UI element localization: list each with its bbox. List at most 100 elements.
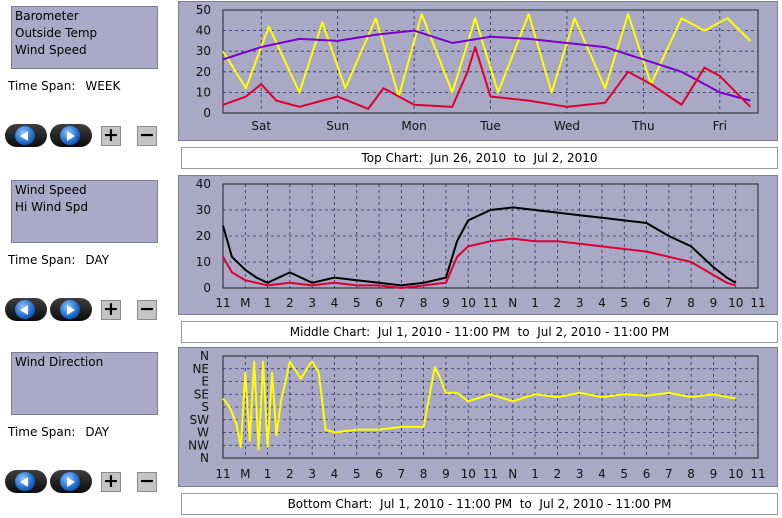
x-tick-label: 5 bbox=[620, 296, 628, 310]
prev-button[interactable] bbox=[5, 298, 47, 321]
plot-frame bbox=[222, 355, 759, 459]
zoom-out-button[interactable]: − bbox=[137, 126, 157, 146]
x-tick-label: Fri bbox=[713, 119, 727, 133]
y-tick-label: 10 bbox=[196, 255, 211, 269]
x-tick-label: Wed bbox=[554, 119, 580, 133]
bottom-chart-caption: Bottom Chart: Jul 1, 2010 - 11:00 PM to … bbox=[181, 493, 778, 515]
x-tick-label: 4 bbox=[331, 296, 339, 310]
prev-button[interactable] bbox=[5, 124, 47, 147]
y-tick-label: N bbox=[200, 349, 209, 363]
series-list-item[interactable]: Wind Speed bbox=[15, 183, 87, 197]
y-tick-label: NW bbox=[188, 438, 209, 452]
x-tick-label: 8 bbox=[687, 467, 695, 481]
arrow-right-icon bbox=[60, 126, 80, 145]
zoom-out-button[interactable]: − bbox=[137, 300, 157, 320]
y-tick-label: NE bbox=[192, 362, 209, 376]
x-tick-label: 1 bbox=[264, 467, 272, 481]
next-button[interactable] bbox=[50, 298, 92, 321]
zoom-in-button[interactable]: + bbox=[101, 300, 121, 320]
plot-frame bbox=[222, 183, 759, 289]
x-tick-label: 6 bbox=[375, 296, 383, 310]
x-tick-label: 11 bbox=[483, 296, 498, 310]
x-tick-label: 2 bbox=[554, 296, 562, 310]
x-tick-label: M bbox=[240, 296, 250, 310]
x-tick-label: Thu bbox=[631, 119, 655, 133]
series-line-0 bbox=[222, 360, 736, 451]
x-tick-label: 11 bbox=[750, 296, 765, 310]
y-tick-label: N bbox=[200, 451, 209, 465]
y-tick-label: 0 bbox=[203, 281, 211, 295]
arrow-left-icon bbox=[15, 126, 35, 145]
bottom-series-list[interactable]: Wind Direction bbox=[11, 352, 158, 415]
x-tick-label: 5 bbox=[353, 296, 361, 310]
series-list-item[interactable]: Wind Speed bbox=[15, 43, 87, 57]
x-tick-label: N bbox=[508, 467, 517, 481]
time-span-value[interactable]: WEEK bbox=[85, 79, 121, 93]
time-span-label: Time Span: bbox=[8, 253, 76, 267]
series-line-2 bbox=[222, 46, 752, 110]
y-tick-label: 30 bbox=[196, 44, 211, 58]
zoom-in-button[interactable]: + bbox=[101, 472, 121, 492]
y-tick-label: 40 bbox=[196, 24, 211, 38]
next-button[interactable] bbox=[50, 470, 92, 493]
arrow-right-icon bbox=[60, 300, 80, 319]
time-span-value[interactable]: DAY bbox=[85, 253, 110, 267]
top-chart-caption: Top Chart: Jun 26, 2010 to Jul 2, 2010 bbox=[181, 147, 778, 169]
top-chart[interactable]: 0 10 20 30 40 50 Sat Sun Mon Tue Wed Thu Fri bbox=[178, 1, 778, 141]
series-list-item[interactable]: Wind Direction bbox=[15, 355, 104, 369]
x-tick-label: 7 bbox=[665, 467, 673, 481]
series-list-item[interactable]: Outside Temp bbox=[15, 26, 98, 40]
x-tick-label: Mon bbox=[401, 119, 426, 133]
zoom-in-button[interactable]: + bbox=[101, 126, 121, 146]
x-tick-label: 2 bbox=[554, 467, 562, 481]
time-span: Time Span: WEEK bbox=[8, 79, 120, 93]
middle-series-list[interactable]: Wind Speed Hi Wind Spd bbox=[11, 180, 158, 243]
series-line-0 bbox=[222, 13, 752, 98]
time-span-value[interactable]: DAY bbox=[85, 425, 110, 439]
plot-frame bbox=[222, 9, 759, 114]
x-tick-label: Sun bbox=[326, 119, 349, 133]
x-tick-label: 7 bbox=[665, 296, 673, 310]
bottom-panel: Wind Direction Time Span: DAY + − N NW W SW S… bbox=[0, 346, 782, 518]
x-tick-label: 9 bbox=[710, 296, 718, 310]
series-list-item[interactable]: Hi Wind Spd bbox=[15, 200, 88, 214]
y-tick-label: 0 bbox=[203, 106, 211, 120]
y-tick-label: 20 bbox=[196, 65, 211, 79]
top-panel: Barometer Outside Temp Wind Speed Time S… bbox=[0, 0, 782, 172]
x-tick-label: 9 bbox=[442, 467, 450, 481]
x-tick-label: 11 bbox=[483, 467, 498, 481]
x-tick-label: 10 bbox=[728, 296, 743, 310]
x-tick-label: 2 bbox=[286, 296, 294, 310]
middle-chart[interactable]: 0 10 20 30 40 11 M 1 2 3 4 5 6 7 8 9 10 11 N 1 2 3 4 5 6 7 8 9 10 11 bbox=[178, 175, 778, 315]
time-span: Time Span: DAY bbox=[8, 425, 109, 439]
x-tick-label: 10 bbox=[461, 467, 476, 481]
top-series-list[interactable]: Barometer Outside Temp Wind Speed bbox=[11, 6, 158, 69]
x-tick-label: 8 bbox=[687, 296, 695, 310]
x-tick-label: 6 bbox=[375, 467, 383, 481]
bottom-chart[interactable]: N NW W SW S SE E NE N 11 M 1 2 3 4 5 6 7 8 9 10 11 N 1 2 3 4 5 6 7 8 9 1… bbox=[178, 347, 778, 487]
y-tick-label: E bbox=[201, 375, 209, 389]
time-span: Time Span: DAY bbox=[8, 253, 109, 267]
y-tick-label: 40 bbox=[196, 177, 211, 191]
x-tick-label: 4 bbox=[331, 467, 339, 481]
prev-button[interactable] bbox=[5, 470, 47, 493]
x-tick-label: M bbox=[240, 467, 250, 481]
y-tick-label: 50 bbox=[196, 3, 211, 17]
x-tick-label: 5 bbox=[353, 467, 361, 481]
middle-panel: Wind Speed Hi Wind Spd Time Span: DAY + −… bbox=[0, 174, 782, 346]
arrow-left-icon bbox=[15, 300, 35, 319]
x-tick-label: 6 bbox=[643, 296, 651, 310]
zoom-out-button[interactable]: − bbox=[137, 472, 157, 492]
y-tick-label: W bbox=[197, 426, 209, 440]
x-tick-label: 11 bbox=[215, 467, 230, 481]
series-list-item[interactable]: Barometer bbox=[15, 9, 79, 23]
x-tick-label: 10 bbox=[461, 296, 476, 310]
x-tick-label: 10 bbox=[728, 467, 743, 481]
series-line-1 bbox=[222, 237, 736, 289]
series-line-1 bbox=[222, 29, 751, 102]
x-tick-label: 7 bbox=[398, 467, 406, 481]
next-button[interactable] bbox=[50, 124, 92, 147]
x-tick-label: 4 bbox=[598, 467, 606, 481]
y-tick-label: S bbox=[201, 400, 209, 414]
y-tick-label: SW bbox=[190, 413, 210, 427]
